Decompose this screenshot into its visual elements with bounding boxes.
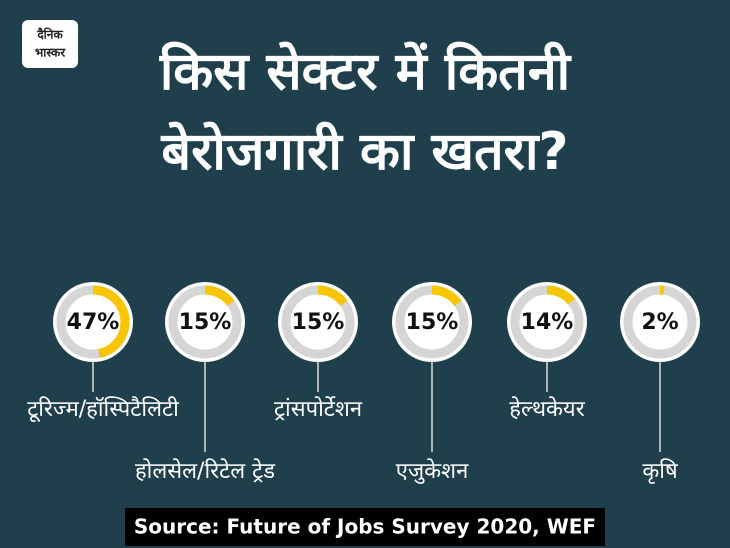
title-line: बेरोजगारी का खतरा? <box>160 121 568 182</box>
category-label: टूरिज्म/हॉस्पिटैलिटी <box>27 396 179 423</box>
category-label: हेल्थकेयर <box>509 396 585 422</box>
value-label: 15% <box>179 310 232 335</box>
source-box <box>125 508 605 546</box>
donut-arc <box>56 285 130 359</box>
value-label: 14% <box>521 310 574 335</box>
category-label: एजुकेशन <box>396 458 469 484</box>
donut-arc <box>168 285 242 359</box>
category-label: ट्रांसपोर्टेशन <box>274 396 363 422</box>
donut-arc <box>395 285 469 359</box>
logo-text: भास्कर <box>35 46 66 60</box>
donut-arc <box>623 285 697 359</box>
logo-text: दैनिक <box>36 28 63 42</box>
category-label: कृषि <box>642 458 679 484</box>
title-line: किस सेक्टर में कितनी <box>159 41 573 102</box>
value-label: 15% <box>406 310 459 335</box>
logo-box <box>22 20 78 68</box>
donut-arc <box>510 285 584 359</box>
value-label: 15% <box>292 310 345 335</box>
value-label: 47% <box>67 310 120 335</box>
donut-arc <box>281 285 355 359</box>
category-label: होलसेल/रिटेल ट्रेड <box>135 458 275 484</box>
source: Source: Future of Jobs Survey 2020, WEF <box>134 515 596 539</box>
value-label: 2% <box>641 310 678 335</box>
